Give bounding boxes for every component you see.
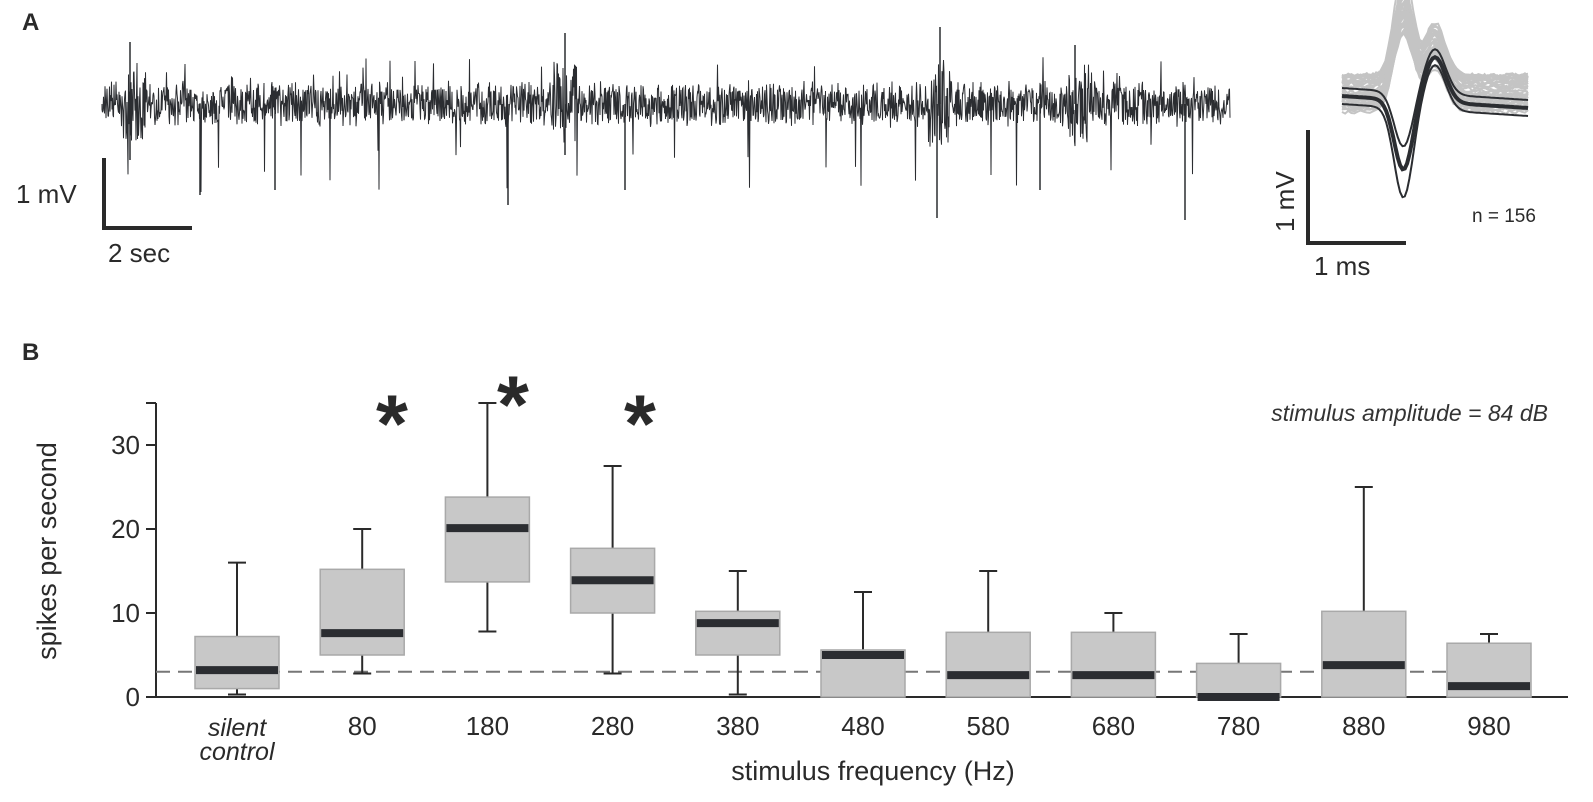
- x-axis-label: stimulus frequency (Hz): [731, 756, 1015, 786]
- trace-voltage-scale-label: 1 mV: [16, 179, 77, 209]
- x-tick-label: 280: [591, 711, 634, 741]
- stimulus-amplitude-annotation: stimulus amplitude = 84 dB: [1271, 400, 1548, 426]
- x-tick-label: 580: [967, 711, 1010, 741]
- box-iqr: [1195, 662, 1282, 698]
- significance-star: *: [497, 360, 529, 451]
- boxes: [194, 402, 1532, 701]
- waveform-individual: [1341, 10, 1529, 79]
- y-tick-label: 0: [126, 682, 140, 712]
- box-580: [945, 570, 1031, 698]
- box-iqr: [319, 568, 405, 656]
- x-tick-label: 980: [1467, 711, 1510, 741]
- waveform-scale-bar: 1 mV 1 ms n = 156: [1270, 130, 1536, 281]
- box-iqr: [1070, 631, 1157, 698]
- x-tick-label: 80: [348, 711, 377, 741]
- control-label: silent control: [199, 714, 275, 766]
- box-380: [695, 570, 781, 696]
- waveform-individual: [1341, 1, 1529, 86]
- box-280: [569, 465, 656, 675]
- box-iqr: [194, 635, 280, 690]
- trace-time-scale-label: 2 sec: [108, 238, 170, 268]
- y-tick-label: 10: [111, 598, 140, 628]
- x-tick-label: 380: [716, 711, 759, 741]
- control-label-line-1: silent: [208, 714, 267, 742]
- control-label-line-2: control: [199, 738, 275, 766]
- box-silent-control: [194, 561, 280, 696]
- box-780: [1195, 633, 1282, 701]
- x-tick-label: 880: [1342, 711, 1385, 741]
- trace-scale-bar: 1 mV 2 sec: [16, 158, 192, 268]
- waveform-sd-bound: [1341, 48, 1529, 148]
- y-tick-label: 20: [111, 514, 140, 544]
- box-180: [444, 402, 531, 633]
- waveform-sd-bound: [1341, 64, 1529, 199]
- panel-a-label: A: [22, 9, 39, 36]
- x-tick-label: 680: [1092, 711, 1135, 741]
- y-ticks: 0 10 20 30: [111, 402, 156, 712]
- x-tick-label: 780: [1217, 711, 1260, 741]
- box-480: [820, 591, 906, 698]
- box-iqr: [444, 496, 531, 583]
- box-iqr: [1321, 610, 1407, 698]
- box-iqr: [695, 610, 781, 656]
- box-80: [319, 528, 405, 675]
- box-680: [1070, 612, 1157, 698]
- y-axis-label: spikes per second: [32, 442, 62, 660]
- waveform-voltage-scale-label: 1 mV: [1270, 171, 1300, 232]
- waveform-individual: [1341, 0, 1529, 86]
- x-tick-label: 180: [466, 711, 509, 741]
- box-plot: 0 10 20 30 80 180 280 380 480 580 680 780 880 980 si…: [32, 360, 1568, 786]
- x-tick-label: 480: [841, 711, 884, 741]
- extracellular-trace: [101, 27, 1231, 220]
- spike-waveforms: [1341, 0, 1529, 199]
- box-880: [1321, 486, 1407, 698]
- y-tick-label: 30: [111, 430, 140, 460]
- significance-markers: * * *: [376, 360, 656, 470]
- panel-b-label: B: [22, 339, 39, 366]
- box-980: [1446, 633, 1532, 698]
- waveform-count-label: n = 156: [1472, 206, 1536, 227]
- significance-star: *: [376, 379, 408, 470]
- significance-star: *: [624, 379, 656, 470]
- box-iqr: [945, 631, 1031, 698]
- waveform-time-scale-label: 1 ms: [1314, 251, 1370, 281]
- trace-line: [101, 57, 1231, 193]
- x-tick-labels: 80 180 280 380 480 580 680 780 880 980: [348, 711, 1511, 741]
- waveform-mean: [1341, 54, 1529, 172]
